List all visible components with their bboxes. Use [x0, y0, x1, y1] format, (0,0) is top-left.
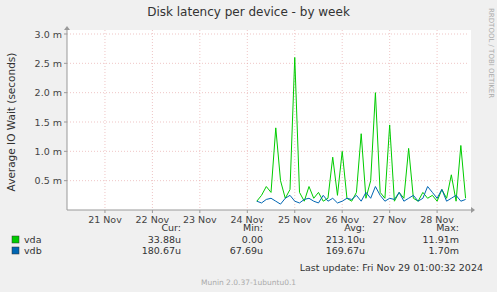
x-grid-line — [199, 30, 200, 210]
legend-header: Avg: — [344, 222, 365, 233]
y-tick-label: 3.0 m — [35, 29, 62, 40]
y-tick-label: 2.0 m — [35, 87, 62, 98]
legend-header: Max: — [436, 222, 459, 233]
x-tick-label: 25 Nov — [278, 214, 312, 225]
x-grid-line — [437, 30, 438, 210]
x-grid-line — [342, 30, 343, 210]
x-grid-line — [247, 30, 248, 210]
legend-stat: 213.10u — [326, 234, 365, 245]
legend-stat: 67.69u — [230, 245, 263, 256]
y-grid-line — [67, 122, 469, 123]
x-tick-label: 27 Nov — [373, 214, 407, 225]
x-grid-line — [152, 30, 153, 210]
x-axis-arrow — [471, 207, 475, 213]
series-line — [257, 57, 466, 201]
y-axis — [67, 30, 68, 210]
legend-stat: 11.91m — [423, 234, 459, 245]
series-group — [257, 57, 466, 204]
legend-label: vda — [24, 234, 41, 245]
x-grid-line — [389, 30, 390, 210]
background — [0, 0, 497, 292]
legend-header: Cur: — [161, 222, 181, 233]
y-tick-label: 0.5 m — [35, 175, 62, 186]
legend-stat: 1.70m — [429, 245, 459, 256]
x-tick-label: 21 Nov — [88, 214, 122, 225]
legend-label: vdb — [24, 245, 42, 256]
y-tick-label: 1.0 m — [35, 146, 62, 157]
y-grid-line — [67, 34, 469, 35]
y-tick-label: 2.5 m — [35, 58, 62, 69]
y-axis-arrow — [64, 26, 70, 30]
legend-swatch — [12, 236, 19, 243]
chart: Disk latency per device - by week Average… — [0, 0, 497, 292]
title: Disk latency per device - by week — [147, 5, 350, 19]
legend-header: Min: — [243, 222, 263, 233]
y-grid-line — [67, 180, 469, 181]
legend-swatch — [12, 247, 19, 254]
footer: Last update: Fri Nov 29 01:00:32 2024 — [300, 262, 483, 273]
x-grid-line — [294, 30, 295, 210]
legend-stat: 33.88u — [148, 234, 181, 245]
credit: Munin 2.0.37-1ubuntu0.1 — [201, 278, 296, 287]
series-line — [257, 187, 466, 205]
x-grid-line — [104, 30, 105, 210]
grid — [67, 30, 469, 210]
y-grid-line — [67, 63, 469, 64]
watermark: RRDTOOL / TOBI OETIKER — [487, 8, 495, 98]
x-axis — [67, 210, 471, 211]
plot-area — [67, 30, 471, 210]
y-tick-label: 1.5 m — [35, 117, 62, 128]
legend-stat: 180.67u — [142, 245, 181, 256]
x-tick-label: 23 Nov — [183, 214, 217, 225]
y-grid-line — [67, 92, 469, 93]
legend-stat: 169.67u — [326, 245, 365, 256]
y-axis-label: Average IO Wait (seconds) — [5, 53, 17, 192]
legend-stat: 0.00 — [242, 234, 263, 245]
